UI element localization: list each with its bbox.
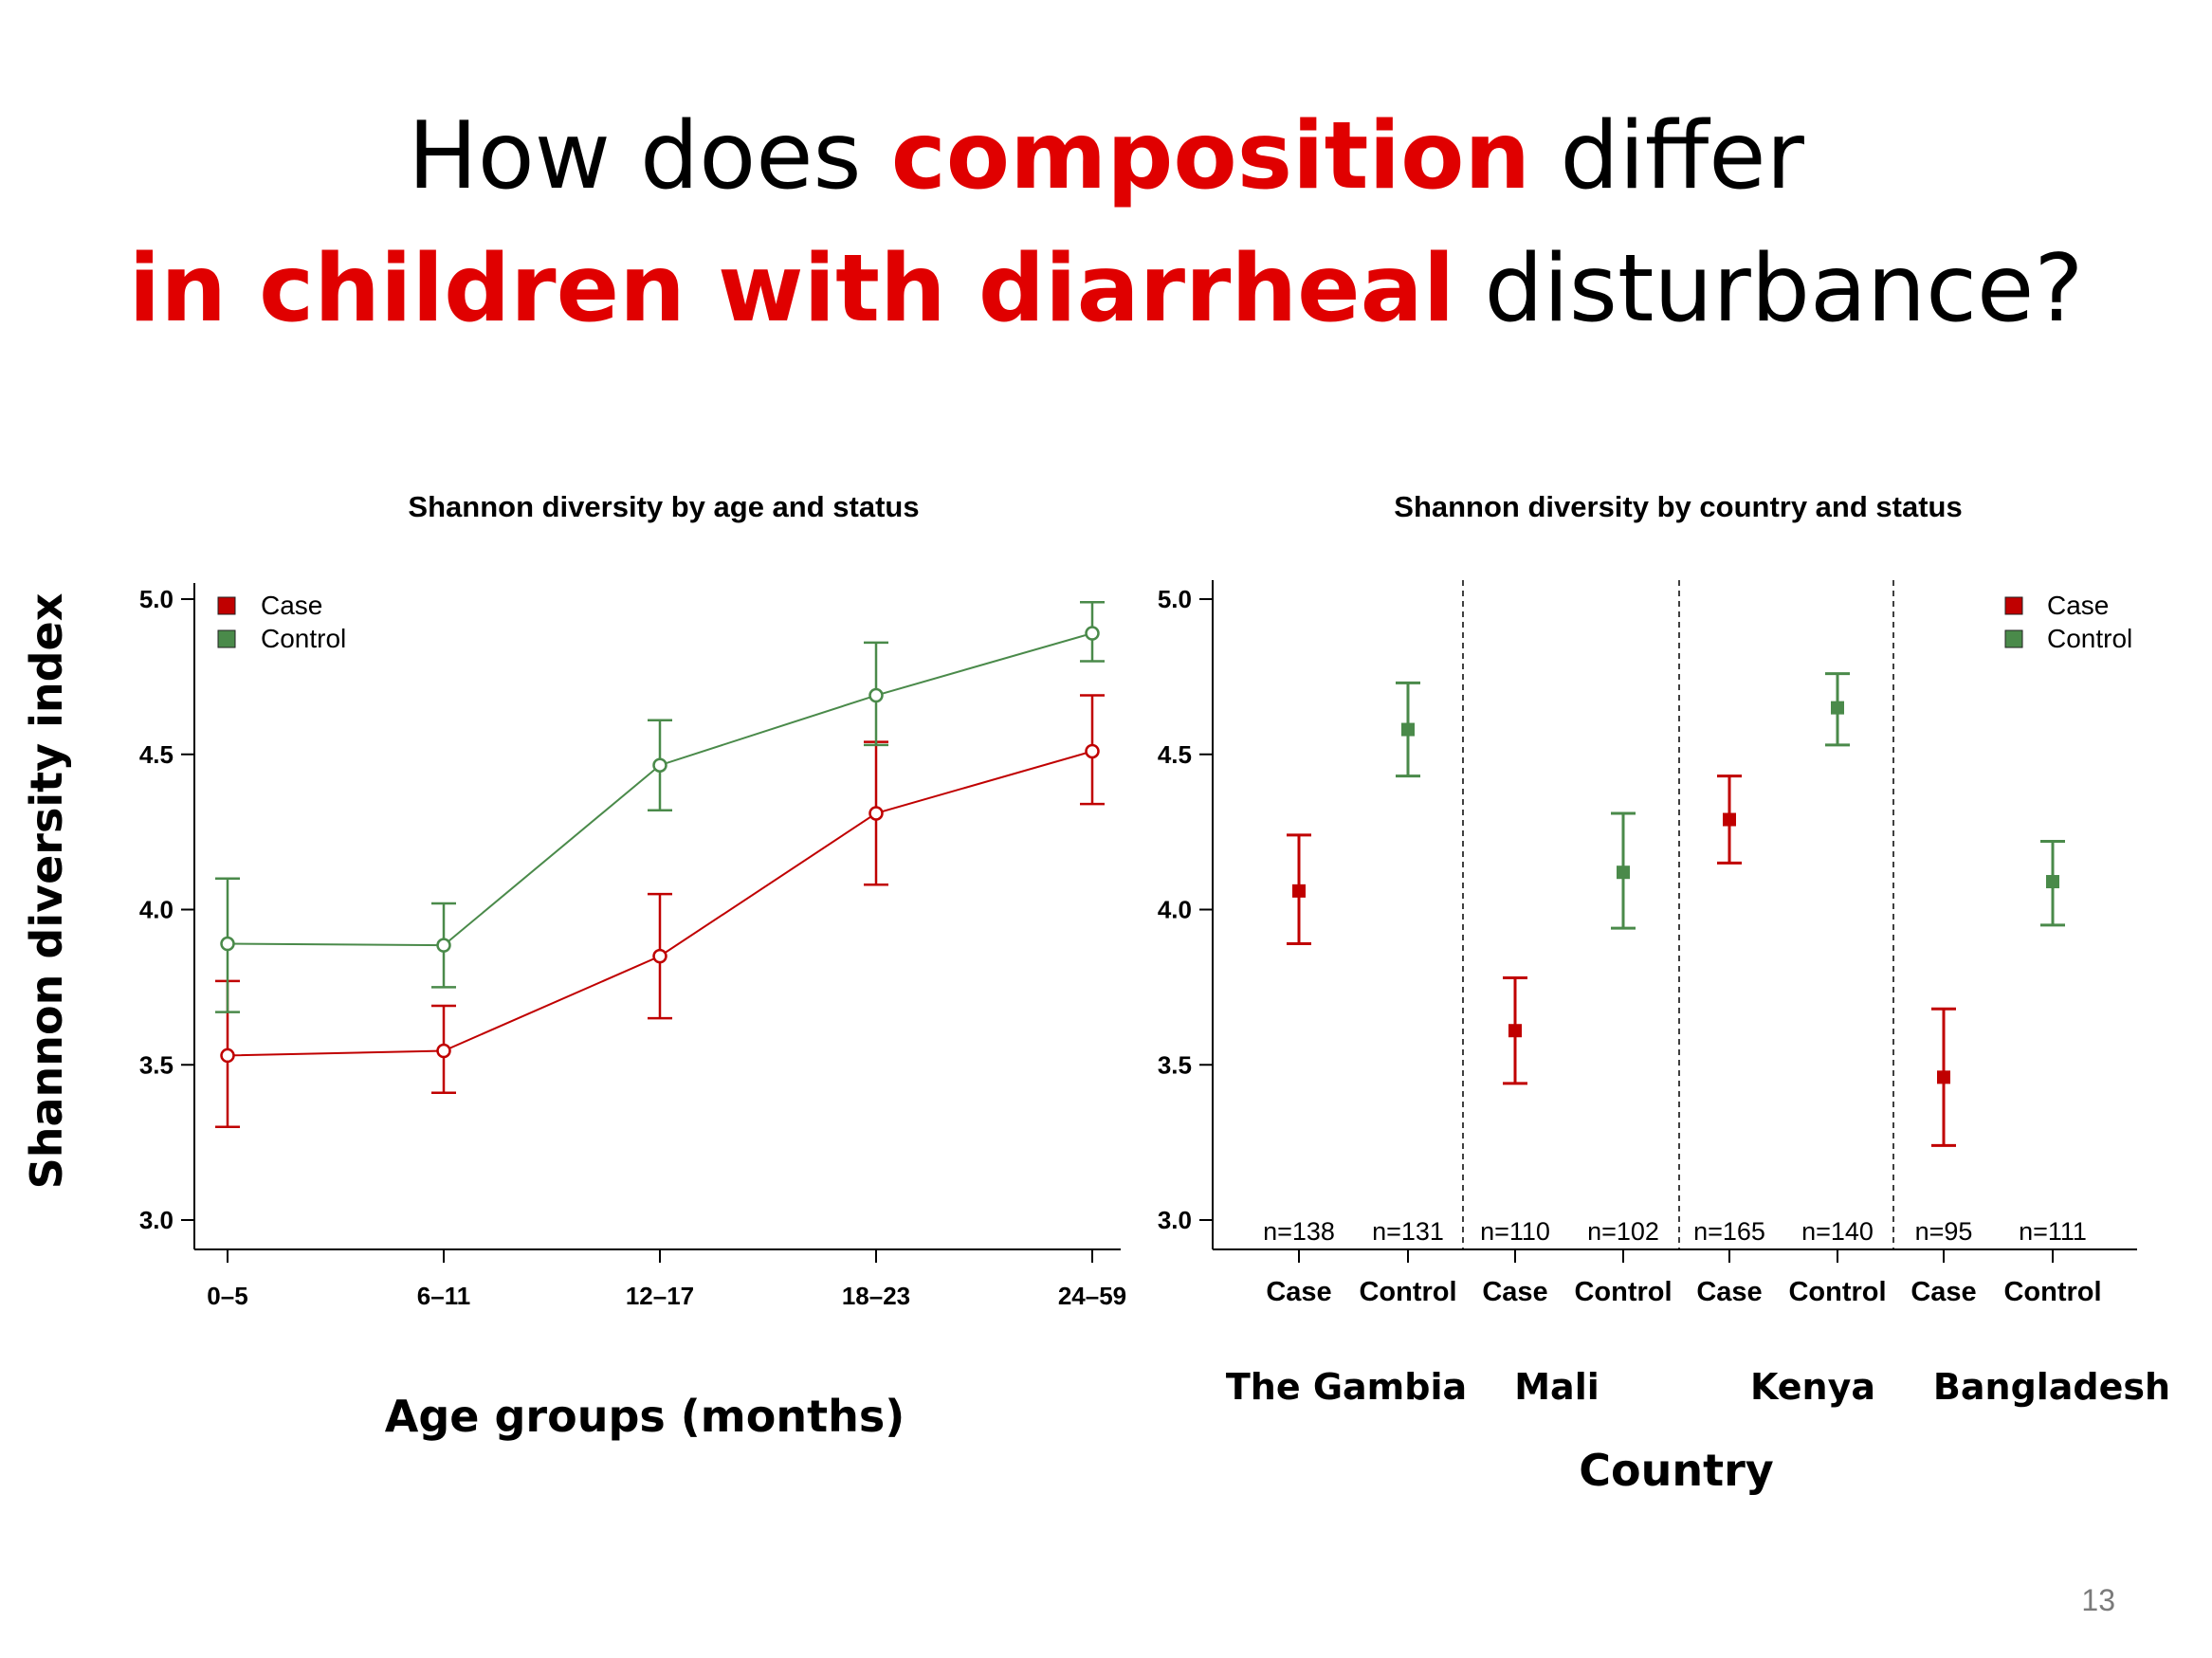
x-tick-label: Control <box>2003 1277 2101 1307</box>
x-tick-label: Case <box>1482 1277 1547 1307</box>
x-tick-label: Case <box>1696 1277 1762 1307</box>
data-point <box>652 948 667 964</box>
y-tick-label: 3.5 <box>139 1050 174 1079</box>
legend-label: Case <box>261 591 322 620</box>
sample-size-label: n=111 <box>2019 1217 2087 1246</box>
sample-size-label: n=138 <box>1263 1217 1335 1246</box>
data-point <box>1085 626 1100 641</box>
legend-label: Control <box>261 624 346 653</box>
shared-y-axis-label: Shannon diversity index <box>21 593 72 1190</box>
title-text: disturbance? <box>1454 235 2084 343</box>
title-highlight-text: composition <box>890 102 1531 210</box>
legend-swatch <box>2004 629 2023 648</box>
data-point <box>220 936 235 952</box>
x-axis-label: Country <box>1579 1445 1774 1496</box>
chart-title: Shannon diversity by country and status <box>1394 490 1962 523</box>
data-point <box>1292 884 1306 898</box>
x-tick-label: 18–23 <box>842 1282 910 1310</box>
country-group-label: Kenya <box>1750 1366 1875 1408</box>
country-group-label: Mali <box>1514 1366 1600 1408</box>
y-tick-label: 4.5 <box>139 740 174 769</box>
data-point <box>1617 865 1630 880</box>
x-tick-label: 6–11 <box>417 1282 470 1310</box>
x-tick-label: Control <box>1788 1277 1886 1307</box>
data-point <box>868 687 884 703</box>
data-point <box>1937 1070 1950 1084</box>
data-point <box>1085 743 1100 759</box>
y-tick-label: 3.0 <box>1158 1206 1192 1234</box>
country-group-label: The Gambia <box>1226 1366 1467 1408</box>
data-point <box>1401 722 1415 737</box>
sample-size-label: n=131 <box>1372 1217 1444 1246</box>
x-tick-label: 12–17 <box>626 1282 694 1310</box>
data-point <box>436 1043 451 1059</box>
legend-label: Case <box>2047 591 2109 620</box>
chart-title: Shannon diversity by age and status <box>408 490 919 523</box>
data-point <box>2046 875 2059 889</box>
sample-size-label: n=110 <box>1480 1217 1550 1246</box>
page-number: 13 <box>2081 1583 2115 1617</box>
x-tick-label: Case <box>1910 1277 1976 1307</box>
legend-swatch <box>2004 596 2023 615</box>
age-status-chart: Shannon diversity by age and status 3.0 3.… <box>139 490 1126 1442</box>
country-group-label: Bangladesh <box>1933 1366 2170 1408</box>
data-point <box>868 806 884 821</box>
data-point <box>220 1048 235 1064</box>
title-text: differ <box>1530 102 1804 210</box>
x-tick-label: 0–5 <box>207 1282 247 1310</box>
y-tick-label: 4.0 <box>139 896 174 924</box>
sample-size-label: n=95 <box>1915 1217 1973 1246</box>
x-tick-label: Control <box>1359 1277 1456 1307</box>
data-point <box>436 938 451 953</box>
sample-size-label: n=140 <box>1801 1217 1874 1246</box>
x-tick-label: 24–59 <box>1058 1282 1126 1310</box>
data-point <box>1508 1024 1522 1038</box>
data-point <box>1723 812 1736 827</box>
legend-label: Control <box>2047 624 2132 653</box>
x-tick-label: Control <box>1574 1277 1672 1307</box>
country-status-chart: Shannon diversity by country and status 3… <box>1158 490 2170 1496</box>
data-point <box>1831 701 1844 715</box>
x-tick-label: Case <box>1266 1277 1331 1307</box>
x-axis-label: Age groups (months) <box>385 1391 905 1442</box>
y-tick-label: 3.5 <box>1158 1050 1192 1079</box>
slide-title: How does composition differ in children … <box>0 90 2212 355</box>
title-highlight-text: in children with diarrheal <box>128 235 1455 343</box>
data-point <box>652 757 667 773</box>
y-tick-label: 3.0 <box>139 1206 174 1234</box>
legend-swatch <box>217 629 236 648</box>
y-tick-label: 5.0 <box>1158 585 1192 613</box>
legend-swatch <box>217 596 236 615</box>
sample-size-label: n=102 <box>1587 1217 1659 1246</box>
y-tick-label: 4.5 <box>1158 740 1192 769</box>
title-text: How does <box>408 102 891 210</box>
y-tick-label: 5.0 <box>139 585 174 613</box>
sample-size-label: n=165 <box>1693 1217 1765 1246</box>
y-tick-label: 4.0 <box>1158 896 1192 924</box>
